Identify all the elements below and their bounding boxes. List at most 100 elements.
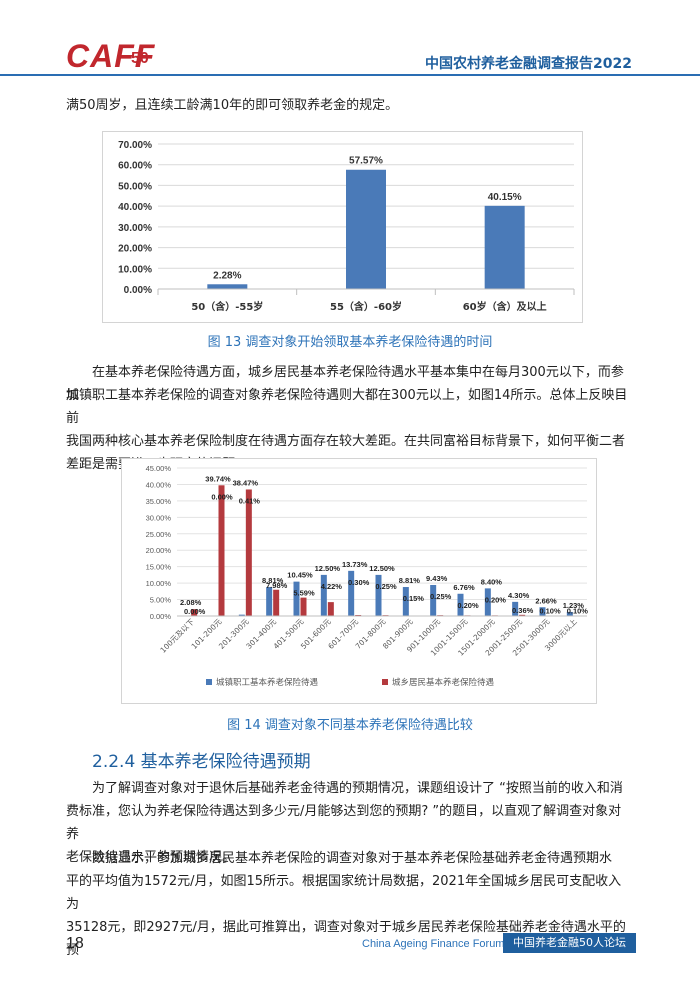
chart-13-category-label: 50（含）-55岁	[191, 300, 263, 313]
chart-14-bar-urban	[348, 570, 355, 616]
chart-14-bar-urban	[293, 581, 300, 616]
chart-14-bar-urban	[539, 607, 546, 616]
chart-14-svg: 0.00% 5.00% 10.00% 15.00% 20.00% 25.00% 30.00%…	[146, 464, 589, 688]
chart-14-bar-rural	[327, 602, 334, 616]
chart-13-svg: 0.00% 10.00% 20.00% 30.00% 40.00% 50.00% 60.00…	[118, 140, 575, 313]
chart-13-bar	[346, 169, 386, 289]
chart-14-bar-urban	[457, 593, 464, 616]
chart-14-data-label-urban: 9.43%	[426, 574, 448, 583]
chart-14-data-label-rural: 0.10%	[567, 607, 589, 616]
chart-14-data-label-rural: 0.30%	[348, 578, 370, 587]
chart-13-bar	[207, 284, 248, 289]
chart-14-legend-label-rural: 城乡居民基本养老保险待遇	[392, 677, 495, 688]
forum-name-en: China Ageing Finance Forum	[362, 938, 505, 950]
chart-14-data-label-urban: 8.81%	[399, 576, 421, 585]
chart-14-bar-rural	[300, 597, 307, 616]
chart-14-data-label-rural: 0.25%	[375, 582, 397, 591]
paragraph-bottom1-cont: 费标准，您认为养老保险待遇达到多少元/月能够达到您的预期? ”的题目，以直观了解…	[66, 800, 634, 869]
chart-14-bar-urban	[238, 614, 245, 616]
chart-13-category-label: 60岁（含）及以上	[463, 300, 547, 313]
paragraph-bottom1-line: 老保险待遇水平的预期情况。	[66, 850, 236, 865]
chart-13-ytick-label: 70.00%	[118, 140, 152, 151]
chart-14-data-label-urban: 0.00%	[184, 607, 206, 616]
chart-13-data-label: 57.57%	[349, 156, 383, 167]
chart-14-data-label-urban: 1.23%	[563, 601, 585, 610]
chart-14-data-label-rural: 0.36%	[512, 606, 534, 615]
chart-14-legend-swatch-urban	[206, 679, 212, 685]
chart-14-data-label-urban: 8.81%	[262, 576, 284, 585]
chart-13-ytick-label: 0.00%	[124, 285, 152, 296]
chart-14-data-label-rural: 0.20%	[485, 595, 507, 604]
chart-14-bar-urban	[512, 601, 519, 616]
chart-14-bar-urban	[402, 587, 409, 616]
paragraph-bottom1: 为了解调查对象对于退休后基础养老金待遇的预期情况，课题组设计了 “按照当前的收入…	[66, 777, 634, 800]
chart-14-data-label-urban: 4.30%	[508, 591, 530, 600]
paragraph-bottom2-line: 平的平均值为1572元/月，如图15所示。根据国家统计局数据，2021年全国城乡…	[66, 874, 622, 912]
section-heading: 2.2.4 基本养老保险待遇预期	[92, 752, 311, 772]
chart-14-bar-urban	[375, 574, 382, 616]
paragraph-bottom1-line: 费标准，您认为养老保险待遇达到多少元/月能够达到您的预期? ”的题目，以直观了解…	[66, 804, 622, 842]
chart-13-ytick-label: 20.00%	[118, 244, 152, 255]
chart-14-data-label-urban: 0.00%	[211, 492, 233, 501]
paragraph-middle-line: 在基本养老保险待遇方面，城乡居民基本养老保险待遇水平基本集中在每月300元以下，…	[66, 365, 624, 403]
chart-13-ytick-label: 10.00%	[118, 264, 152, 275]
chart-14-ytick-label: 40.00%	[146, 480, 172, 489]
chart-14-data-label-rural: 0.10%	[539, 607, 561, 616]
chart-14-bar-urban	[430, 584, 437, 616]
chart-14-bar-rural	[519, 614, 526, 616]
chart-14-data-label-urban: 10.45%	[287, 571, 313, 580]
chart-14-data-label-rural: 0.25%	[430, 592, 452, 601]
chart-14-ytick-label: 20.00%	[146, 546, 172, 555]
page-number: 18	[66, 935, 84, 952]
chart-14-ytick-label: 25.00%	[146, 530, 172, 539]
chart-14-ytick-label: 45.00%	[146, 464, 172, 473]
chart-14-bar-rural	[273, 589, 280, 616]
chart-14-bar-rural	[191, 609, 198, 616]
chart-14-data-label-urban: 2.66%	[535, 596, 557, 605]
figure-14-caption: 图 14 调查对象不同基本养老保险待遇比较	[227, 718, 473, 733]
chart-14-data-label-urban: 13.73%	[342, 560, 368, 569]
chart-14-bar-urban	[566, 611, 573, 616]
chart-14-data-label-rural: 2.08%	[180, 598, 202, 607]
chart-14-ytick-label: 15.00%	[146, 563, 172, 572]
chart-13-ytick-label: 40.00%	[118, 202, 152, 213]
chart-14-ytick-label: 35.00%	[146, 497, 172, 506]
chart-14-ytick-label: 0.00%	[150, 612, 172, 621]
paragraph-middle-line: 城镇职工基本养老保险的调查对象养老保险待遇则大都在300元以上，如图14所示。总…	[66, 388, 628, 426]
chart-14-ytick-label: 30.00%	[146, 513, 172, 522]
paragraph-bottom2-cont: 平的平均值为1572元/月，如图15所示。根据国家统计局数据，2021年全国城乡…	[66, 870, 634, 962]
chart-13-data-label: 40.15%	[488, 192, 522, 203]
report-title: 中国农村养老金融调查报告2022	[425, 56, 632, 72]
chart-14-data-label-urban: 12.50%	[315, 564, 341, 573]
chart-14-data-label-rural: 38.47%	[233, 478, 259, 487]
chart-14-data-label-urban: 0.41%	[239, 496, 261, 505]
paragraph-bottom2-line: 35128元，即2927元/月，据此可推算出，调查对象对于城乡居民养老保险基础养…	[66, 920, 626, 958]
chart-13: 0.00% 10.00% 20.00% 30.00% 40.00% 50.00% 60.00…	[102, 131, 583, 323]
chart-14-bar-rural	[218, 485, 225, 616]
chart-14-data-label-rural: 5.59%	[293, 589, 315, 598]
chart-14-data-label-rural: 4.22%	[321, 582, 343, 591]
chart-13-category-label: 55（含）-60岁	[330, 300, 402, 313]
chart-14-data-label-urban: 12.50%	[369, 564, 395, 573]
paragraph-bottom2: 数据显示，参加城乡居民基本养老保险的调查对象对于基本养老保险基础养老金待遇预期水	[66, 847, 634, 870]
chart-13-data-label: 2.28%	[213, 270, 241, 281]
chart-14-bar-urban	[266, 587, 273, 616]
caff-logo: CAFF	[66, 38, 156, 74]
paragraph-bottom2-line: 数据显示，参加城乡居民基本养老保险的调查对象对于基本养老保险基础养老金待遇预期水	[92, 851, 613, 866]
page-header: CAFF 50 中国农村养老金融调查报告2022	[0, 0, 700, 76]
chart-14-data-label-urban: 6.76%	[453, 583, 475, 592]
chart-14-data-label-rural: 39.74%	[205, 474, 231, 483]
caff-logo-number: 50	[131, 50, 149, 67]
chart-13-ytick-label: 50.00%	[118, 181, 152, 192]
chart-14-legend-swatch-rural	[382, 679, 388, 685]
chart-14-data-label-rural: 7.98%	[266, 581, 288, 590]
chart-14-data-label-rural: 0.15%	[403, 594, 425, 603]
chart-14-data-label-rural: 0.20%	[457, 601, 479, 610]
paragraph-bottom1-line: 为了解调查对象对于退休后基础养老金待遇的预期情况，课题组设计了 “按照当前的收入…	[92, 781, 623, 796]
header-divider	[0, 74, 700, 76]
chart-14-category-label: 100元及以下	[158, 617, 196, 655]
chart-14-data-label-urban: 8.40%	[481, 577, 503, 586]
chart-14-ytick-label: 5.00%	[150, 596, 172, 605]
chart-14-bar-urban	[320, 574, 327, 616]
forum-name-badge: 中国养老金融50人论坛	[503, 933, 636, 953]
